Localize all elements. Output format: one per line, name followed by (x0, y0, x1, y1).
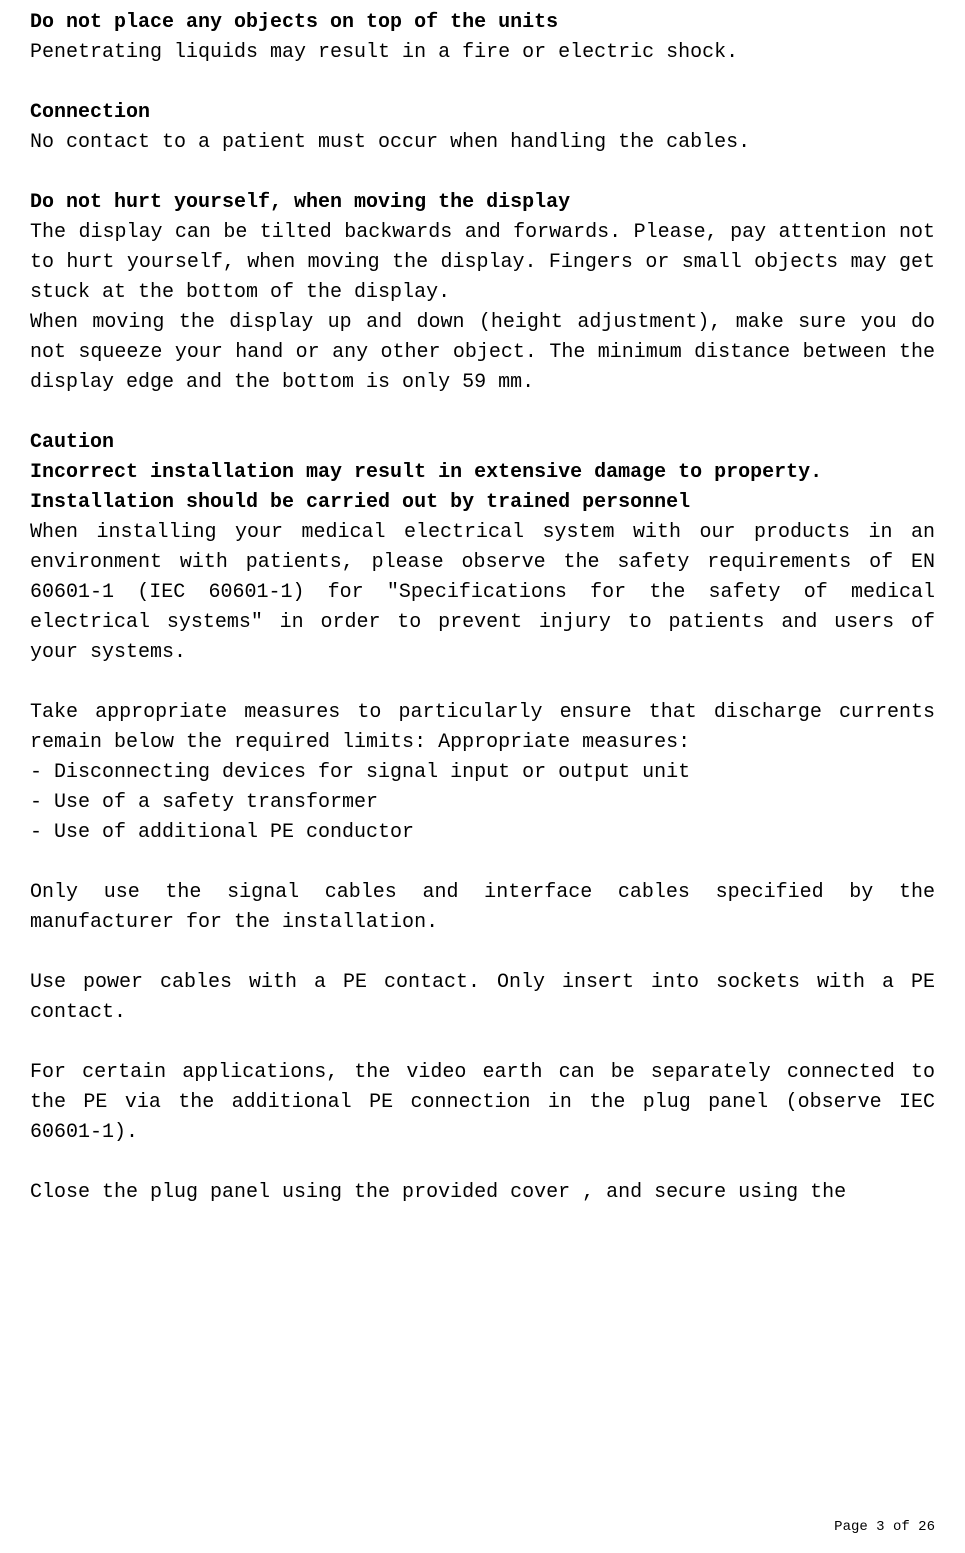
section-objects: Do not place any objects on top of the u… (30, 8, 935, 68)
spacer (30, 1148, 935, 1178)
heading-caution: Caution (30, 428, 935, 458)
caution-bold-0: Incorrect installation may result in ext… (30, 458, 935, 488)
tail-para-0: Only use the signal cables and interface… (30, 878, 935, 938)
para-moving-0: The display can be tilted backwards and … (30, 218, 935, 308)
spacer (30, 1028, 935, 1058)
spacer (30, 158, 935, 188)
caution-para-0: When installing your medical electrical … (30, 518, 935, 668)
spacer (30, 848, 935, 878)
para-connection-0: No contact to a patient must occur when … (30, 128, 935, 158)
tail-para-1: Use power cables with a PE contact. Only… (30, 968, 935, 1028)
section-moving: Do not hurt yourself, when moving the di… (30, 188, 935, 398)
section-caution: Caution Incorrect installation may resul… (30, 428, 935, 1208)
measure-1: - Use of a safety transformer (30, 788, 935, 818)
heading-connection: Connection (30, 98, 935, 128)
para-moving-1: When moving the display up and down (hei… (30, 308, 935, 398)
section-connection: Connection No contact to a patient must … (30, 98, 935, 158)
heading-objects: Do not place any objects on top of the u… (30, 8, 935, 38)
tail-para-3: Close the plug panel using the provided … (30, 1178, 935, 1208)
para-objects-0: Penetrating liquids may result in a fire… (30, 38, 935, 68)
spacer (30, 668, 935, 698)
tail-para-2: For certain applications, the video eart… (30, 1058, 935, 1148)
measures-intro: Take appropriate measures to particularl… (30, 698, 935, 758)
spacer (30, 398, 935, 428)
spacer (30, 938, 935, 968)
heading-moving: Do not hurt yourself, when moving the di… (30, 188, 935, 218)
caution-bold-1: Installation should be carried out by tr… (30, 488, 935, 518)
spacer (30, 68, 935, 98)
measure-2: - Use of additional PE conductor (30, 818, 935, 848)
page-footer: Page 3 of 26 (834, 1517, 935, 1538)
measure-0: - Disconnecting devices for signal input… (30, 758, 935, 788)
